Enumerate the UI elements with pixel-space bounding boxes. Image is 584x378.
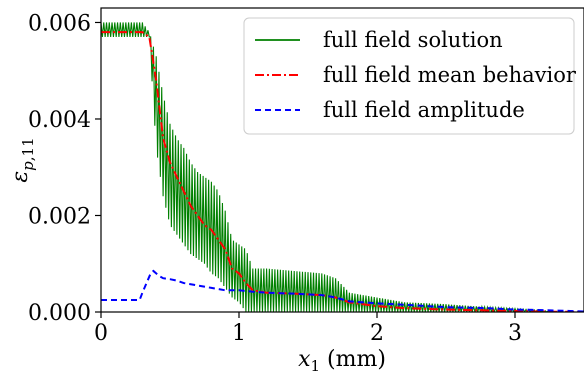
y-tick-label: 0.006	[28, 11, 91, 36]
x-axis-title: x1 (mm)	[298, 347, 386, 375]
legend-box	[243, 17, 575, 135]
legend: full field solution full field mean beha…	[243, 17, 577, 135]
x-tick-label: 1	[232, 321, 246, 346]
series-full-field-mean	[101, 31, 584, 312]
x-axis: 0 1 2 3	[94, 312, 522, 346]
y-tick-label: 0.000	[28, 301, 91, 326]
series-full-field-amplitude	[101, 269, 584, 312]
x-tick-label: 0	[94, 321, 108, 346]
legend-label-solution: full field solution	[323, 28, 503, 52]
x-tick-label: 3	[508, 321, 522, 346]
legend-label-amplitude: full field amplitude	[323, 98, 525, 122]
x-tick-label: 2	[370, 321, 384, 346]
y-tick-label: 0.002	[28, 204, 91, 229]
plot-frame	[100, 7, 584, 313]
y-axis: 0.000 0.002 0.004 0.006	[28, 11, 101, 326]
legend-label-mean: full field mean behavior	[323, 63, 577, 87]
y-axis-title: εp,11	[8, 137, 37, 182]
series-layer	[101, 22, 584, 312]
y-tick-label: 0.004	[28, 108, 91, 133]
